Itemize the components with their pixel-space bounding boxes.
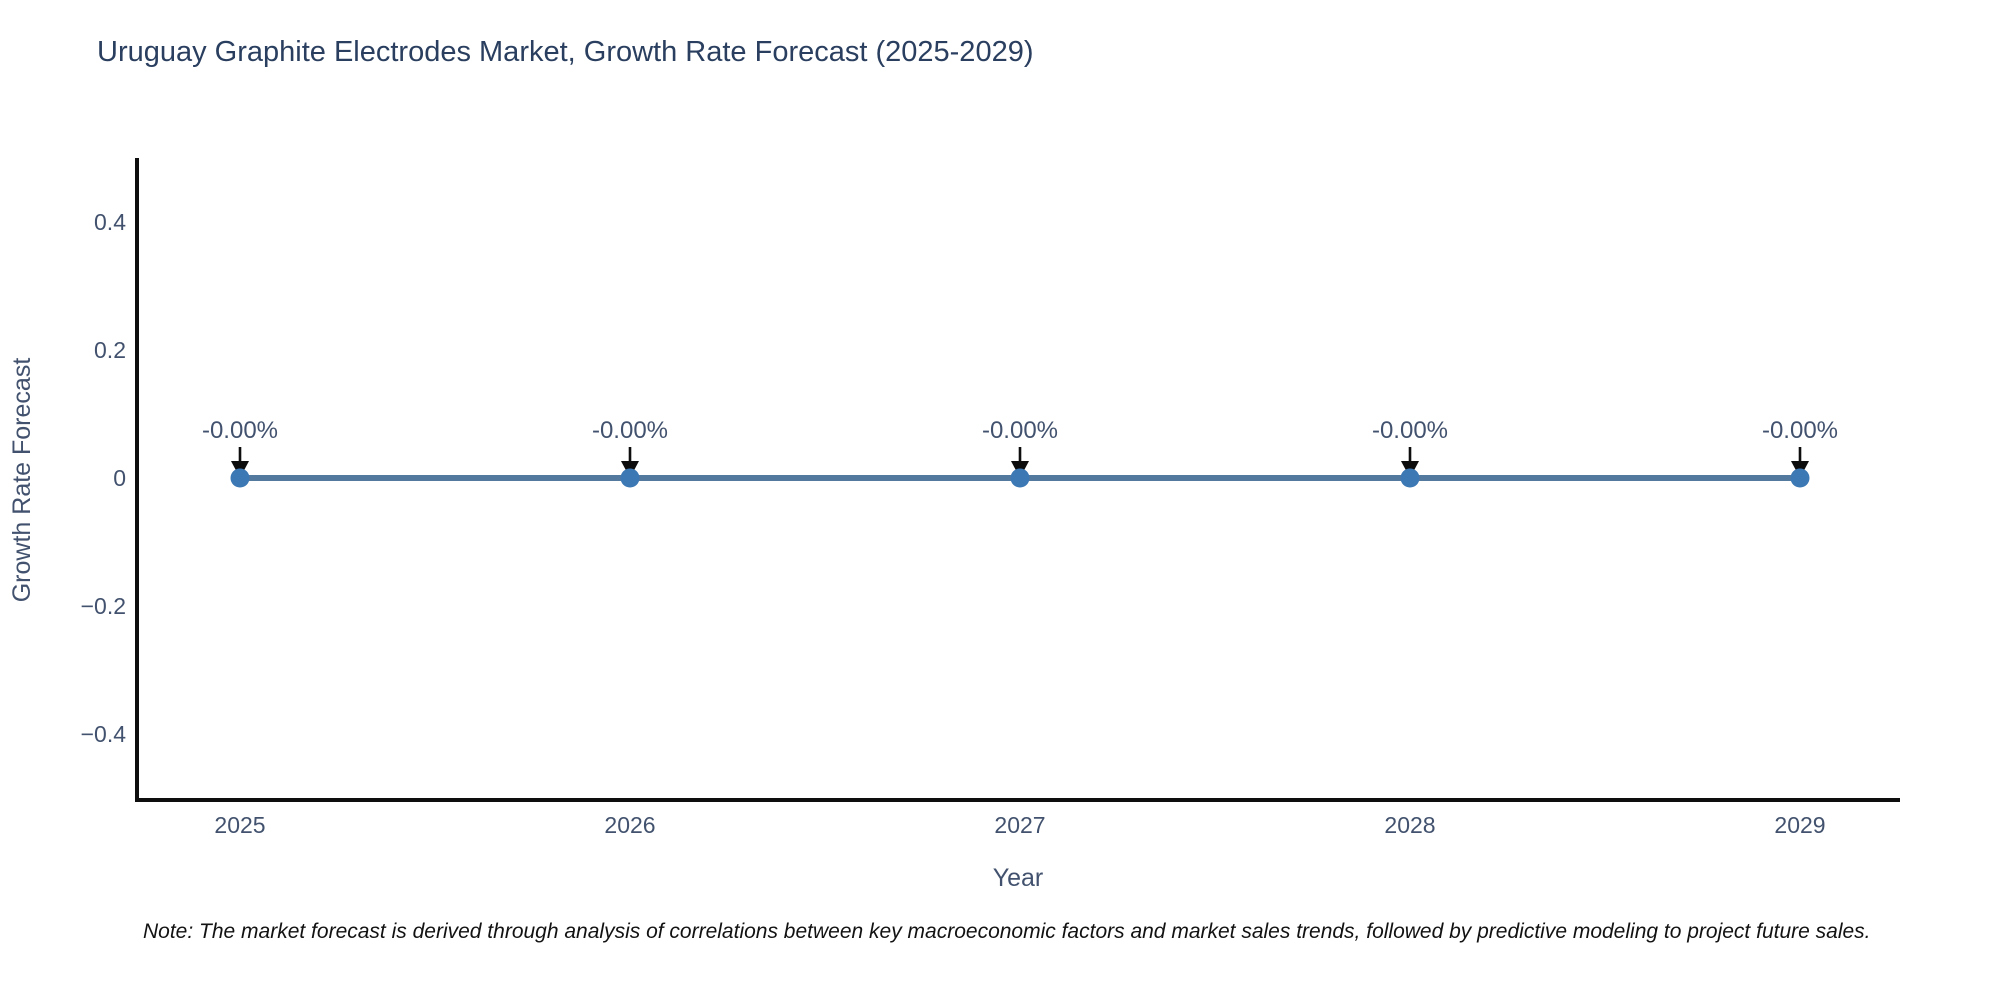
point-annotation-label: -0.00% [202,417,278,444]
y-tick-label: 0 [113,465,126,491]
x-tick-label: 2025 [214,812,265,838]
data-point-marker[interactable] [230,468,250,488]
point-annotation-label: -0.00% [1372,417,1448,444]
x-tick-label: 2028 [1384,812,1435,838]
footnote: Note: The market forecast is derived thr… [143,920,1871,943]
chart-content: 0.4 0.2 0 −0.2 −0.4 2025 2026 2027 2028 2029 -0.00… [81,209,1838,838]
x-tick-label: 2027 [994,812,1045,838]
x-axis-title: Year [993,864,1044,892]
data-point-marker[interactable] [1400,468,1420,488]
chart-title: Uruguay Graphite Electrodes Market, Grow… [97,36,1034,68]
x-tick-label: 2029 [1774,812,1825,838]
data-point-marker[interactable] [1010,468,1030,488]
y-tick-label: −0.4 [81,721,127,747]
y-tick-label: −0.2 [81,593,126,619]
y-tick-label: 0.2 [94,337,126,363]
point-annotation-label: -0.00% [982,417,1058,444]
data-point-marker[interactable] [1790,468,1810,488]
y-tick-label: 0.4 [94,209,126,235]
data-point-marker[interactable] [620,468,640,488]
point-annotation-label: -0.00% [592,417,668,444]
y-axis-title: Growth Rate Forecast [8,358,36,603]
point-annotation-label: -0.00% [1762,417,1838,444]
x-tick-label: 2026 [604,812,655,838]
